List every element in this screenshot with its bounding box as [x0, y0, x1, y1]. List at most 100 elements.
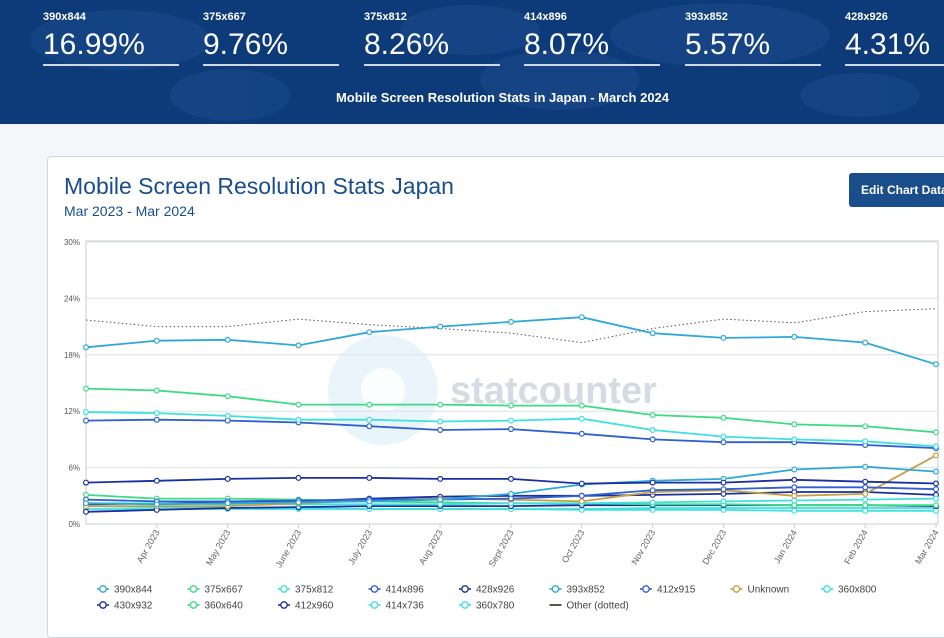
- data-point[interactable]: [720, 479, 727, 486]
- data-point[interactable]: [862, 423, 869, 430]
- data-point[interactable]: [508, 417, 515, 424]
- data-point[interactable]: [649, 412, 656, 419]
- data-point[interactable]: [437, 401, 444, 408]
- legend-item[interactable]: Unknown: [730, 585, 790, 596]
- data-point[interactable]: [862, 496, 869, 503]
- data-point[interactable]: [366, 474, 373, 481]
- data-point[interactable]: [437, 427, 444, 434]
- legend-item[interactable]: 375x667: [187, 585, 244, 596]
- data-point[interactable]: [437, 418, 444, 425]
- legend-item[interactable]: 390x844: [97, 585, 153, 596]
- series-line[interactable]: [85, 308, 937, 344]
- data-point[interactable]: [508, 475, 515, 482]
- data-point[interactable]: [932, 452, 939, 459]
- data-point[interactable]: [437, 475, 444, 482]
- data-point[interactable]: [366, 416, 373, 423]
- data-point[interactable]: [578, 480, 585, 487]
- data-point[interactable]: [578, 314, 585, 321]
- data-point[interactable]: [720, 334, 727, 341]
- legend-item[interactable]: 360x780: [459, 601, 515, 612]
- data-point[interactable]: [508, 402, 515, 409]
- data-point[interactable]: [366, 423, 373, 430]
- data-point[interactable]: [932, 495, 939, 502]
- data-point[interactable]: [437, 323, 444, 330]
- data-point[interactable]: [153, 387, 160, 394]
- data-point[interactable]: [862, 438, 869, 445]
- legend-item[interactable]: 360x640: [187, 601, 244, 612]
- data-point[interactable]: [791, 466, 798, 473]
- data-point[interactable]: [720, 439, 727, 446]
- legend-item[interactable]: Other (dotted): [549, 601, 629, 612]
- legend-item[interactable]: 360x800: [821, 585, 877, 596]
- data-point[interactable]: [862, 478, 869, 485]
- data-point[interactable]: [508, 490, 515, 497]
- data-point[interactable]: [153, 477, 160, 484]
- data-point[interactable]: [932, 443, 939, 450]
- data-point[interactable]: [862, 484, 869, 491]
- data-point[interactable]: [862, 490, 869, 497]
- data-point[interactable]: [791, 484, 798, 491]
- data-point[interactable]: [578, 402, 585, 409]
- data-point[interactable]: [82, 344, 89, 351]
- legend-item[interactable]: 412x960: [278, 601, 334, 612]
- data-point[interactable]: [720, 414, 727, 421]
- data-point[interactable]: [295, 474, 302, 481]
- data-point[interactable]: [791, 436, 798, 443]
- data-point[interactable]: [578, 415, 585, 422]
- data-point[interactable]: [366, 329, 373, 336]
- data-point[interactable]: [82, 508, 89, 515]
- data-point[interactable]: [366, 401, 373, 408]
- data-point[interactable]: [932, 429, 939, 436]
- legend-item[interactable]: 393x852: [549, 585, 606, 596]
- data-point[interactable]: [649, 436, 656, 443]
- data-point[interactable]: [82, 385, 89, 392]
- data-point[interactable]: [295, 342, 302, 349]
- legend-item[interactable]: 414x736: [368, 601, 425, 612]
- data-point[interactable]: [578, 430, 585, 437]
- data-point[interactable]: [649, 479, 656, 486]
- data-point[interactable]: [508, 318, 515, 325]
- data-point[interactable]: [153, 501, 160, 508]
- data-point[interactable]: [862, 507, 869, 514]
- data-point[interactable]: [82, 417, 89, 424]
- data-point[interactable]: [578, 498, 585, 505]
- legend-item[interactable]: 375x812: [278, 585, 334, 596]
- data-point[interactable]: [932, 480, 939, 487]
- data-point[interactable]: [649, 499, 656, 506]
- data-point[interactable]: [508, 426, 515, 433]
- data-point[interactable]: [791, 507, 798, 514]
- data-point[interactable]: [932, 486, 939, 493]
- data-point[interactable]: [720, 486, 727, 493]
- data-point[interactable]: [295, 401, 302, 408]
- data-point[interactable]: [862, 502, 869, 509]
- data-point[interactable]: [578, 492, 585, 499]
- data-point[interactable]: [791, 492, 798, 499]
- data-point[interactable]: [224, 500, 231, 507]
- data-point[interactable]: [82, 479, 89, 486]
- data-point[interactable]: [862, 339, 869, 346]
- data-point[interactable]: [932, 361, 939, 368]
- data-point[interactable]: [649, 487, 656, 494]
- data-point[interactable]: [932, 468, 939, 475]
- legend-item[interactable]: 430x932: [97, 601, 153, 612]
- data-point[interactable]: [932, 502, 939, 509]
- data-point[interactable]: [791, 333, 798, 340]
- data-point[interactable]: [82, 409, 89, 416]
- data-point[interactable]: [437, 496, 444, 503]
- data-point[interactable]: [366, 498, 373, 505]
- data-point[interactable]: [153, 416, 160, 423]
- data-point[interactable]: [720, 433, 727, 440]
- legend-item[interactable]: 412x915: [640, 585, 696, 596]
- edit-chart-data-button[interactable]: Edit Chart Data: [849, 173, 944, 207]
- data-point[interactable]: [295, 416, 302, 423]
- legend-item[interactable]: 414x896: [368, 585, 425, 596]
- data-point[interactable]: [791, 476, 798, 483]
- data-point[interactable]: [224, 412, 231, 419]
- data-point[interactable]: [649, 330, 656, 337]
- data-point[interactable]: [224, 393, 231, 400]
- data-point[interactable]: [153, 337, 160, 344]
- data-point[interactable]: [82, 500, 89, 507]
- data-point[interactable]: [720, 498, 727, 505]
- data-point[interactable]: [224, 475, 231, 482]
- data-point[interactable]: [295, 499, 302, 506]
